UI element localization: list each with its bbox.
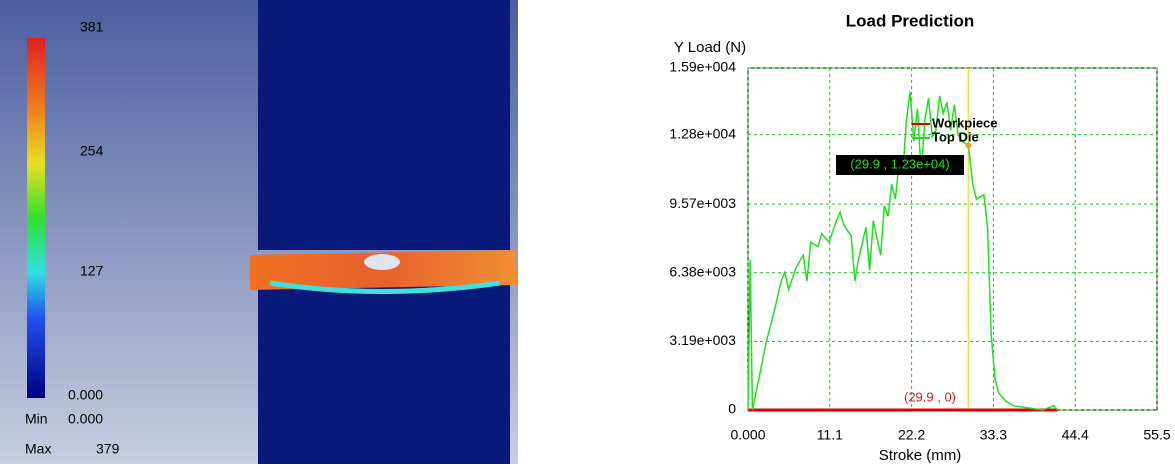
- chart-title: Load Prediction: [846, 11, 974, 30]
- void: [364, 254, 400, 270]
- screen: 381 254 127 0.000 Min 0.000 Max 379 Load…: [0, 0, 1175, 464]
- y-tick-label: 0: [728, 401, 736, 417]
- load-chart: Load Prediction Y Load (N) Stroke (mm) 0…: [669, 11, 1170, 463]
- x-axis-label: Stroke (mm): [879, 447, 962, 464]
- rod-top: [258, 0, 510, 250]
- y-axis-label: Y Load (N): [674, 39, 746, 56]
- max-value: 379: [96, 441, 120, 457]
- x-tick-label: 33.3: [980, 427, 1007, 443]
- y-tick-label: 9.57e+003: [669, 195, 736, 211]
- x-tick-label: 44.4: [1062, 427, 1089, 443]
- rod-bottom: [258, 280, 510, 464]
- y-tick-label: 3.19e+003: [669, 332, 736, 348]
- colorbar-label: 254: [80, 143, 104, 159]
- colorbar-label: 0.000: [68, 387, 103, 403]
- x-tick-label: 55.5: [1143, 427, 1170, 443]
- colorbar-label: 127: [80, 263, 104, 279]
- annotation: (29.9 , 1.23e+04): [850, 156, 949, 171]
- y-tick-label: 1.28e+004: [669, 125, 736, 141]
- x-tick-label: 22.2: [898, 427, 925, 443]
- min-label: Min: [25, 411, 48, 427]
- min-value: 0.000: [68, 411, 103, 427]
- y-tick-label: 6.38e+003: [669, 263, 736, 279]
- x-tick-label: 11.1: [817, 427, 843, 443]
- viewport-3d: 381 254 127 0.000 Min 0.000 Max 379: [0, 0, 518, 464]
- y-tick-label: 1.59e+004: [669, 59, 736, 75]
- legend-label: Top Die: [932, 129, 979, 144]
- legend-label: Workpiece: [932, 115, 998, 130]
- max-label: Max: [25, 441, 51, 457]
- colorbar: [27, 38, 45, 398]
- colorbar-label: 381: [80, 19, 104, 35]
- cursor-point: [965, 142, 971, 148]
- annotation: (29.9 , 0): [904, 389, 956, 404]
- x-tick-label: 0.000: [730, 427, 765, 443]
